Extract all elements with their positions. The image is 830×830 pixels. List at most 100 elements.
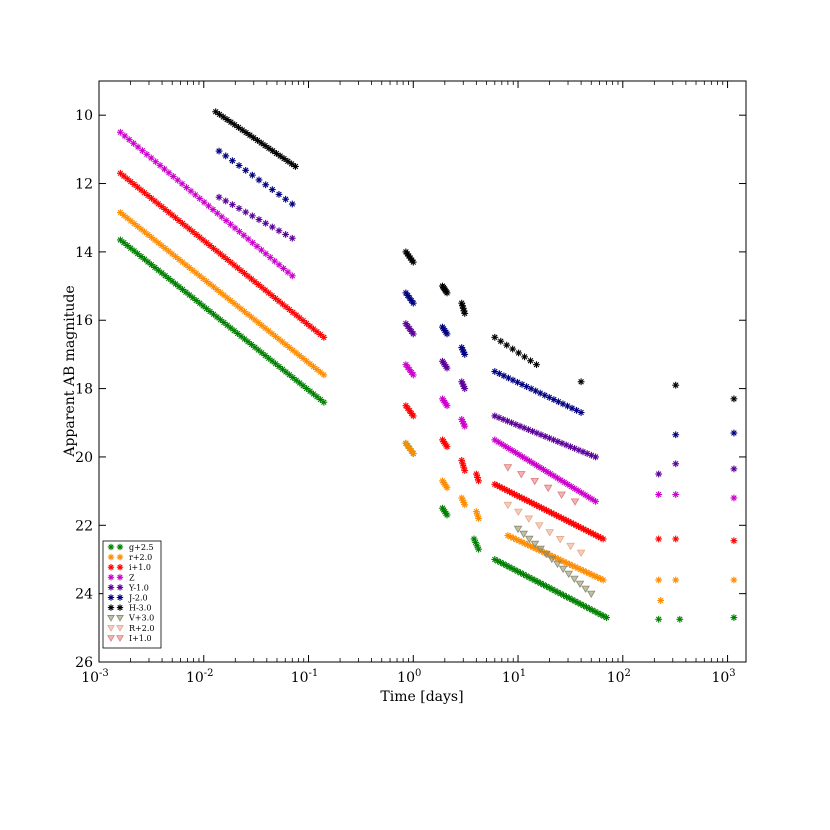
legend-marker xyxy=(116,543,124,551)
data-point xyxy=(215,193,223,201)
data-point xyxy=(543,484,553,493)
data-point xyxy=(409,371,417,379)
data-point xyxy=(248,341,255,348)
data-point xyxy=(553,560,562,569)
legend-label: r+2.0 xyxy=(129,553,152,562)
data-point xyxy=(730,614,738,621)
data-point xyxy=(517,471,526,479)
data-point xyxy=(165,169,173,177)
data-point xyxy=(235,228,243,236)
data-point xyxy=(292,163,299,170)
legend-label: g+2.5 xyxy=(129,543,154,552)
legend: g+2.5r+2.0i+1.0ZY-1.0 J-2.0H-3.0V+3.0R+2.… xyxy=(102,540,162,649)
data-point xyxy=(475,515,482,522)
legend-marker xyxy=(116,574,124,581)
legend-marker xyxy=(107,625,115,632)
x-tick-label: 10-1 xyxy=(291,668,319,686)
legend-marker xyxy=(116,635,124,642)
data-point xyxy=(527,357,534,365)
legend-item: R+2.0 xyxy=(107,624,154,633)
data-point xyxy=(409,450,417,457)
data-point xyxy=(474,511,481,519)
data-point xyxy=(672,576,680,584)
legend-label: I+1.0 xyxy=(129,634,152,643)
data-point xyxy=(284,157,292,165)
data-point xyxy=(564,570,574,579)
data-point xyxy=(185,264,193,272)
data-point xyxy=(254,281,262,288)
data-point xyxy=(509,376,517,384)
data-point xyxy=(223,116,231,123)
data-point xyxy=(134,143,142,151)
data-point xyxy=(231,121,239,129)
data-point xyxy=(443,330,451,338)
data-point xyxy=(266,254,274,261)
data-point xyxy=(557,491,566,499)
y-tick-label: 12 xyxy=(75,177,93,193)
data-point xyxy=(255,176,263,184)
data-point xyxy=(513,525,523,534)
series-R+2.0 xyxy=(503,501,586,558)
data-point xyxy=(730,429,738,437)
y-axis-title: Apparent AB magnitude xyxy=(62,285,78,457)
data-point xyxy=(461,422,469,430)
legend-item: Z xyxy=(107,573,135,582)
data-point xyxy=(235,123,242,131)
legend-marker xyxy=(107,574,115,581)
data-point xyxy=(574,487,582,495)
data-point xyxy=(228,157,236,165)
data-point xyxy=(512,449,520,456)
data-point xyxy=(562,516,570,524)
data-point xyxy=(125,136,133,144)
data-point xyxy=(320,371,328,379)
data-point xyxy=(461,351,469,358)
data-point xyxy=(227,118,235,126)
data-point xyxy=(275,335,283,343)
data-point xyxy=(237,332,245,340)
series-H-3.0 xyxy=(212,108,738,403)
data-point xyxy=(491,556,499,563)
data-point xyxy=(730,494,738,502)
y-tick-label: 22 xyxy=(75,518,93,534)
data-point xyxy=(313,366,321,373)
data-point xyxy=(514,378,521,386)
legend-marker xyxy=(107,635,115,642)
legend-item: r+2.0 xyxy=(107,553,152,562)
data-point xyxy=(503,464,513,472)
legend-marker xyxy=(116,584,124,591)
data-point xyxy=(143,150,151,158)
y-axis-ticks: 10 12 14 16 18 20 22 24 26 xyxy=(75,108,746,671)
data-point xyxy=(514,508,523,517)
data-point xyxy=(213,313,221,321)
legend-marker xyxy=(107,594,115,601)
data-point xyxy=(222,197,230,205)
data-point xyxy=(533,361,540,369)
legend-marker xyxy=(116,604,124,611)
data-point xyxy=(222,152,230,160)
data-point xyxy=(524,541,531,549)
data-point xyxy=(491,368,499,375)
data-point xyxy=(592,497,599,505)
data-point xyxy=(268,186,276,193)
x-tick-label: 10-2 xyxy=(186,668,214,686)
data-point xyxy=(250,134,258,142)
data-point xyxy=(265,144,273,152)
series-V+3.0 xyxy=(513,525,596,599)
data-point xyxy=(121,132,129,140)
data-point xyxy=(249,239,257,247)
data-point xyxy=(461,467,469,475)
data-point xyxy=(242,208,250,216)
data-point xyxy=(271,257,279,265)
data-point xyxy=(443,511,451,519)
data-point xyxy=(491,333,499,341)
data-point xyxy=(599,576,607,584)
legend-label: R+2.0 xyxy=(129,624,154,633)
data-point xyxy=(242,129,250,136)
data-point xyxy=(139,147,146,155)
data-point xyxy=(676,615,684,623)
data-point xyxy=(240,231,248,239)
legend-item: I+1.0 xyxy=(107,634,152,643)
data-point xyxy=(222,217,230,224)
